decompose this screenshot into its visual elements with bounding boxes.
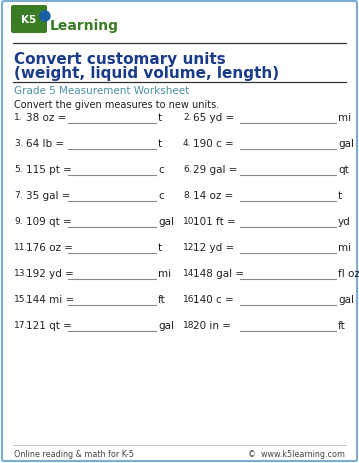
Text: ft: ft	[158, 294, 166, 304]
Text: gal: gal	[158, 217, 174, 226]
Text: 6.: 6.	[183, 165, 192, 174]
Text: 115 pt =: 115 pt =	[26, 165, 72, 175]
Text: c: c	[158, 165, 164, 175]
Text: 16.: 16.	[183, 294, 197, 303]
Text: 176 oz =: 176 oz =	[26, 243, 73, 252]
Text: t: t	[338, 191, 342, 200]
Text: mi: mi	[338, 243, 351, 252]
Circle shape	[40, 12, 50, 22]
Text: t: t	[158, 243, 162, 252]
Text: 101 ft =: 101 ft =	[193, 217, 236, 226]
Text: Convert the given measures to new units.: Convert the given measures to new units.	[14, 100, 219, 110]
Text: 14 oz =: 14 oz =	[193, 191, 233, 200]
Text: 144 mi =: 144 mi =	[26, 294, 74, 304]
Text: Convert customary units: Convert customary units	[14, 52, 226, 67]
Text: 11.: 11.	[14, 243, 28, 251]
Text: 140 c =: 140 c =	[193, 294, 234, 304]
Text: 148 gal =: 148 gal =	[193, 269, 244, 278]
Text: 10.: 10.	[183, 217, 197, 225]
Text: 2.: 2.	[183, 113, 191, 122]
FancyBboxPatch shape	[11, 6, 47, 34]
Text: ©  www.k5learning.com: © www.k5learning.com	[248, 449, 345, 458]
Text: K5: K5	[22, 15, 37, 25]
Text: 5.: 5.	[14, 165, 23, 174]
Text: 190 c =: 190 c =	[193, 139, 234, 149]
Text: 38 oz =: 38 oz =	[26, 113, 66, 123]
Text: 35 gal =: 35 gal =	[26, 191, 70, 200]
Text: mi: mi	[158, 269, 171, 278]
Text: 29 gal =: 29 gal =	[193, 165, 238, 175]
Text: 9.: 9.	[14, 217, 23, 225]
Text: (weight, liquid volume, length): (weight, liquid volume, length)	[14, 66, 279, 81]
Text: ✿: ✿	[42, 14, 48, 20]
Text: 8.: 8.	[183, 191, 192, 200]
Text: 4.: 4.	[183, 139, 191, 148]
Text: qt: qt	[338, 165, 349, 175]
Text: 14.: 14.	[183, 269, 197, 277]
Text: yd: yd	[338, 217, 351, 226]
Text: fl oz: fl oz	[338, 269, 359, 278]
Text: 121 qt =: 121 qt =	[26, 320, 72, 330]
Text: 109 qt =: 109 qt =	[26, 217, 72, 226]
Text: ft: ft	[338, 320, 346, 330]
Text: 3.: 3.	[14, 139, 23, 148]
Text: 192 yd =: 192 yd =	[26, 269, 74, 278]
Text: 65 yd =: 65 yd =	[193, 113, 234, 123]
Text: 15.: 15.	[14, 294, 28, 303]
Text: t: t	[158, 139, 162, 149]
Text: 20 in =: 20 in =	[193, 320, 231, 330]
Text: mi: mi	[338, 113, 351, 123]
Text: t: t	[158, 113, 162, 123]
Text: 7.: 7.	[14, 191, 23, 200]
Text: Learning: Learning	[50, 19, 119, 33]
Text: c: c	[158, 191, 164, 200]
Text: gal: gal	[338, 139, 354, 149]
Text: Online reading & math for K-5: Online reading & math for K-5	[14, 449, 134, 458]
Text: 13.: 13.	[14, 269, 28, 277]
Text: 12 yd =: 12 yd =	[193, 243, 234, 252]
Text: 64 lb =: 64 lb =	[26, 139, 64, 149]
Text: gal: gal	[338, 294, 354, 304]
Text: 18.: 18.	[183, 320, 197, 329]
Text: 12.: 12.	[183, 243, 197, 251]
Text: 1.: 1.	[14, 113, 23, 122]
Text: gal: gal	[158, 320, 174, 330]
Text: 17.: 17.	[14, 320, 28, 329]
Text: Grade 5 Measurement Worksheet: Grade 5 Measurement Worksheet	[14, 86, 189, 96]
